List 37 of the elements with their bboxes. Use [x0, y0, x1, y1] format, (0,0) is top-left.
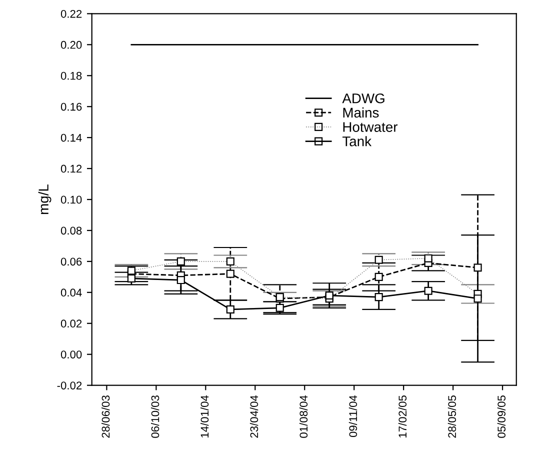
point — [474, 264, 482, 272]
x-tick-label: 23/04/04 — [250, 395, 258, 438]
y-tick-label: 0.00 — [60, 350, 82, 358]
x-tick-label: 14/01/04 — [200, 395, 209, 438]
y-tick-label: 0.06 — [60, 258, 82, 266]
y-tick-label: 0.10 — [60, 196, 82, 204]
y-tick-label: 0.14 — [60, 134, 82, 142]
point — [226, 305, 234, 314]
y-axis-title: mg/L — [38, 184, 52, 214]
point — [226, 270, 234, 278]
y-tick-label: 0.18 — [60, 72, 82, 80]
y-tick-label: 0.08 — [60, 226, 82, 235]
legend-label: ADWG — [342, 93, 384, 104]
point — [474, 294, 482, 303]
y-tick-label: 0.20 — [60, 40, 82, 49]
x-tick-label: 09/11/04 — [348, 395, 358, 438]
point — [127, 274, 136, 282]
y-tick-label: 0.02 — [60, 320, 82, 328]
point — [176, 276, 185, 284]
point — [374, 272, 383, 281]
x-tick-label: 05/09/05 — [497, 396, 506, 438]
x-tick-label: 06/10/03 — [150, 396, 160, 438]
x-tick-label: 28/06/03 — [102, 396, 110, 438]
x-tick-label: 01/08/04 — [299, 395, 308, 438]
legend-label: Mains — [343, 107, 379, 118]
legend-label: Tank — [342, 136, 372, 146]
y-tick-label: 0.22 — [60, 10, 82, 18]
x-tick-label: 28/05/05 — [448, 396, 456, 438]
x-tick-label: 17/02/05 — [398, 396, 407, 438]
point — [424, 286, 432, 295]
y-tick-label: 0.04 — [60, 288, 82, 297]
legend-label: Hotwater — [343, 122, 398, 132]
point — [276, 304, 284, 312]
y-tick-label: -0.02 — [57, 382, 82, 390]
point — [374, 293, 383, 302]
y-tick-label: 0.12 — [60, 164, 82, 173]
y-tick-label: 0.16 — [60, 102, 82, 111]
